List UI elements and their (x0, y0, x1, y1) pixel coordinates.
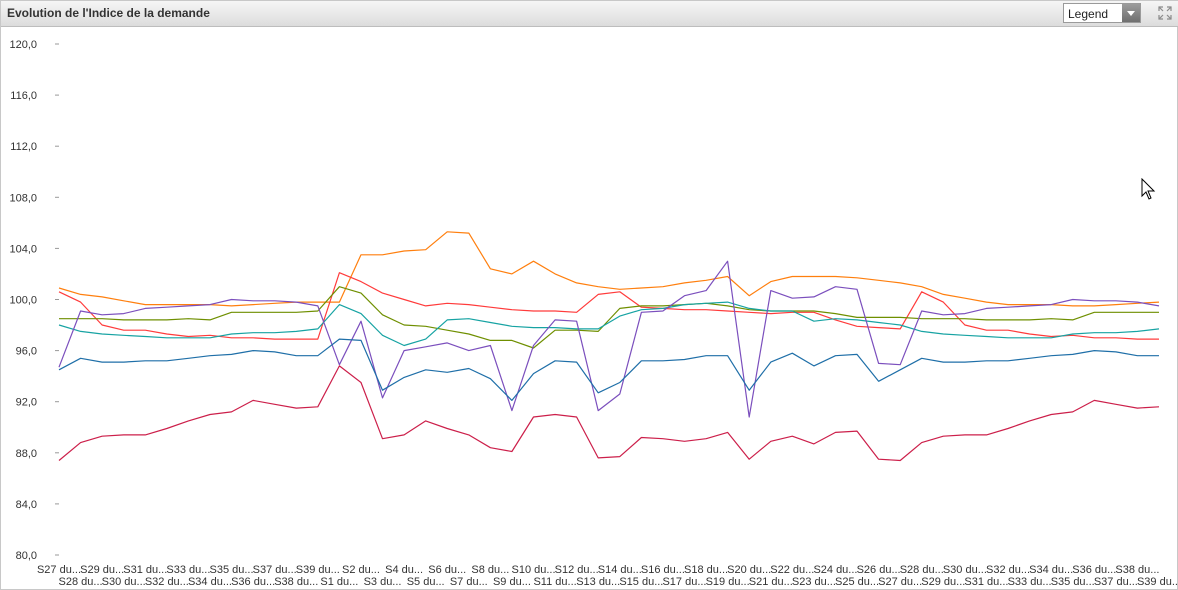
x-tick-label: S32 du... (145, 576, 189, 588)
x-tick-label: S2 du... (342, 564, 380, 576)
panel-header: Evolution de l'Indice de la demande Lege… (1, 1, 1178, 27)
x-tick-label: S20 du... (727, 564, 771, 576)
x-tick-label: S8 du... (471, 564, 509, 576)
y-tick-label: 112,0 (10, 141, 37, 153)
x-tick-label: S33 du... (1008, 576, 1052, 588)
y-tick-label: 108,0 (9, 192, 37, 204)
x-tick-label: S27 du... (37, 564, 81, 576)
x-tick-label: S5 du... (407, 576, 445, 588)
x-tick-label: S9 du... (493, 576, 531, 588)
x-tick-label: S29 du... (921, 576, 965, 588)
y-tick-label: 84,0 (16, 499, 37, 511)
y-tick-label: 96,0 (16, 346, 37, 358)
x-tick-label: S10 du... (511, 564, 555, 576)
x-tick-label: S30 du... (102, 576, 146, 588)
x-tick-label: S15 du... (619, 576, 663, 588)
y-tick-label: 104,0 (9, 243, 37, 255)
y-tick-label: 88,0 (16, 448, 37, 460)
y-tick-label: 116,0 (10, 90, 37, 102)
series-line-4[interactable] (58, 301, 1160, 347)
x-tick-label: S21 du... (749, 576, 793, 588)
x-tick-label: S35 du... (1051, 576, 1095, 588)
expand-icon[interactable] (1157, 5, 1173, 21)
series-line-2[interactable] (58, 272, 1159, 340)
x-tick-label: S36 du... (1072, 564, 1116, 576)
panel-title: Evolution de l'Indice de la demande (7, 6, 210, 20)
y-tick-label: 92,0 (16, 397, 37, 409)
x-tick-label: S19 du... (706, 576, 750, 588)
x-tick-label: S24 du... (813, 564, 857, 576)
x-tick-label: S39 du... (1137, 576, 1177, 588)
x-tick-label: S38 du... (1115, 564, 1159, 576)
x-tick-label: S22 du... (770, 564, 814, 576)
series-line-7[interactable] (58, 365, 1160, 462)
x-tick-label: S17 du... (662, 576, 706, 588)
x-tick-label: S6 du... (428, 564, 466, 576)
mouse-cursor-icon (1141, 178, 1156, 200)
series-line-6[interactable] (58, 338, 1159, 401)
x-tick-label: S32 du... (986, 564, 1030, 576)
legend-dropdown[interactable]: Legend (1063, 3, 1141, 23)
x-tick-label: S12 du... (555, 564, 599, 576)
x-tick-label: S28 du... (59, 576, 103, 588)
x-tick-label: S11 du... (533, 576, 576, 588)
x-tick-label: S3 du... (364, 576, 402, 588)
x-tick-label: S39 du... (296, 564, 340, 576)
chevron-down-icon[interactable] (1122, 4, 1140, 22)
x-tick-label: S30 du... (943, 564, 987, 576)
x-tick-label: S1 du... (320, 576, 358, 588)
x-tick-label: S29 du... (80, 564, 124, 576)
x-tick-label: S14 du... (598, 564, 642, 576)
x-tick-label: S4 du... (385, 564, 423, 576)
x-tick-label: S27 du... (878, 576, 922, 588)
series-line-5[interactable] (58, 260, 1160, 418)
y-tick-label: 80,0 (16, 550, 37, 562)
x-tick-label: S28 du... (900, 564, 944, 576)
x-tick-label: S33 du... (166, 564, 210, 576)
x-tick-label: S31 du... (123, 564, 167, 576)
x-tick-label: S18 du... (684, 564, 728, 576)
x-tick-label: S36 du... (231, 576, 275, 588)
x-tick-label: S26 du... (857, 564, 901, 576)
x-tick-label: S35 du... (210, 564, 254, 576)
x-tick-label: S37 du... (253, 564, 297, 576)
x-tick-label: S7 du... (450, 576, 488, 588)
x-tick-label: S34 du... (1029, 564, 1073, 576)
y-tick-label: 100,0 (9, 295, 37, 307)
x-tick-label: S31 du... (964, 576, 1008, 588)
legend-dropdown-label: Legend (1068, 7, 1109, 21)
x-tick-label: S34 du... (188, 576, 232, 588)
line-chart: 80,0 84,0 88,0 92,0 96,0 100,0 104,0 108,0 112,0… (9, 39, 1177, 588)
x-tick-label: S16 du... (641, 564, 685, 576)
x-tick-label: S37 du... (1094, 576, 1138, 588)
x-tick-label: S25 du... (835, 576, 879, 588)
y-tick-label: 120,0 (9, 39, 37, 51)
series-line-1[interactable] (58, 231, 1160, 307)
x-tick-label: S38 du... (274, 576, 318, 588)
x-tick-label: S23 du... (792, 576, 836, 588)
x-tick-label: S13 du... (576, 576, 620, 588)
series-line-3[interactable] (59, 286, 1159, 349)
